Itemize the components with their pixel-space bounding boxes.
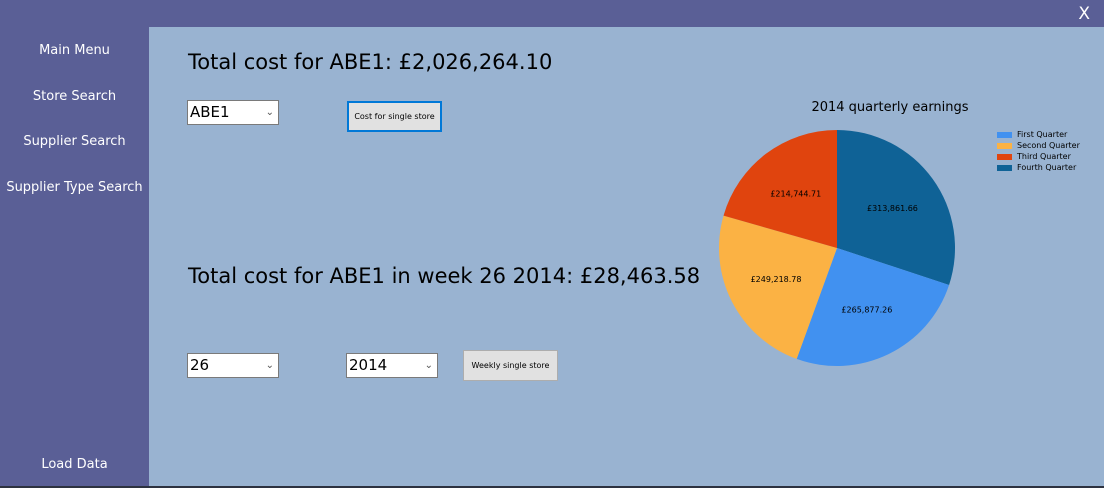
chevron-down-icon: ⌄ [265,107,274,118]
sidebar-item-load-data[interactable]: Load Data [41,457,108,472]
pie-label-fourth-quarter: £313,861.66 [867,204,918,213]
legend-swatch [997,153,1012,160]
weekly-single-store-button[interactable]: Weekly single store [463,350,558,381]
total-cost-heading: Total cost for ABE1: £2,026,264.10 [188,50,553,74]
sidebar: Main Menu Store Search Supplier Search S… [0,27,149,488]
legend-label: Second Quarter [1017,141,1080,150]
chevron-down-icon: ⌄ [265,360,274,371]
quarterly-earnings-pie-chart: £313,861.66 £265,877.26 £249,218.78 £214,74… [719,130,955,366]
bottom-edge [0,486,1104,488]
legend-label: First Quarter [1017,130,1068,139]
sidebar-item-main-menu[interactable]: Main Menu [39,43,110,58]
legend-swatch [997,164,1012,171]
legend-item-first-quarter: First Quarter [997,129,1080,140]
legend-item-third-quarter: Third Quarter [997,151,1080,162]
pie-slice-second-quarter [719,215,837,359]
year-select[interactable]: 2014 ⌄ [346,353,438,378]
year-select-value: 2014 [349,356,388,374]
chevron-down-icon: ⌄ [424,360,433,371]
chart-title: 2014 quarterly earnings [811,100,969,115]
sidebar-item-store-search[interactable]: Store Search [32,89,117,104]
legend-item-fourth-quarter: Fourth Quarter [997,162,1080,173]
sidebar-item-supplier-search[interactable]: Supplier Search [23,134,126,149]
title-bar: X [0,0,1104,27]
store-select-value: ABE1 [190,103,230,121]
close-button[interactable]: X [1078,4,1090,24]
sidebar-item-supplier-type-search[interactable]: Supplier Type Search [6,180,143,195]
pie-label-first-quarter: £265,877.26 [841,306,892,315]
store-select[interactable]: ABE1 ⌄ [187,100,279,125]
legend-label: Fourth Quarter [1017,163,1077,172]
weekly-cost-heading: Total cost for ABE1 in week 26 2014: £28… [188,264,701,288]
legend-swatch [997,131,1012,138]
pie-label-third-quarter: £214,744.71 [770,189,821,198]
pie-slice-first-quarter [796,248,950,366]
pie-slice-third-quarter [723,130,837,248]
pie-slice-fourth-quarter [837,130,955,285]
legend-swatch [997,142,1012,149]
cost-single-store-button[interactable]: Cost for single store [347,101,442,132]
week-select-value: 26 [190,356,210,374]
pie-label-second-quarter: £249,218.78 [751,275,802,284]
legend-label: Third Quarter [1017,152,1071,161]
week-select[interactable]: 26 ⌄ [187,353,279,378]
chart-legend: First Quarter Second Quarter Third Quarter… [997,129,1080,173]
legend-item-second-quarter: Second Quarter [997,140,1080,151]
